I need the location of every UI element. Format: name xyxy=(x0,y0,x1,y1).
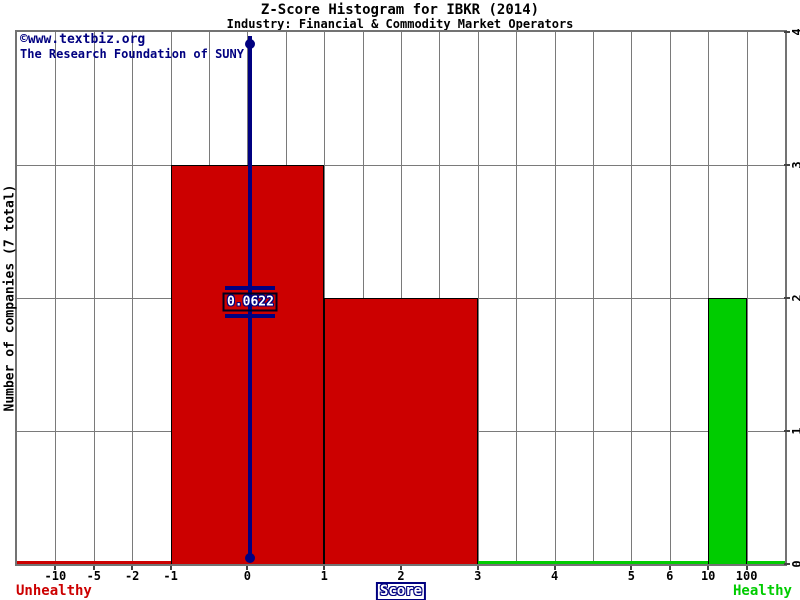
x-tick-label: -5 xyxy=(86,569,102,583)
x-tick-mark xyxy=(169,566,172,570)
x-axis-title: Score xyxy=(375,582,427,600)
axis-zone-healthy xyxy=(477,561,785,564)
x-tick-label: -2 xyxy=(124,569,140,583)
x-tick-mark xyxy=(92,566,95,570)
x-tick-label: 2 xyxy=(397,569,405,583)
y-tick-label: 0 xyxy=(789,556,800,572)
x-tick-label: -10 xyxy=(44,569,67,583)
x-tick-mark xyxy=(553,566,556,570)
x-tick-label: 5 xyxy=(627,569,635,583)
axis-zone-unhealthy xyxy=(17,561,171,564)
y-tick-mark xyxy=(784,164,790,166)
x-tick-label: 1 xyxy=(320,569,328,583)
watermark-url: ©www.textbiz.org xyxy=(20,32,146,47)
chart-subtitle: Industry: Financial & Commodity Market O… xyxy=(226,17,574,31)
x-tick-mark xyxy=(630,566,633,570)
x-tick-mark xyxy=(745,566,748,570)
x-tick-mark xyxy=(246,566,249,570)
histogram-bar-unhealthy xyxy=(170,165,325,564)
histogram-bar-unhealthy xyxy=(324,298,478,564)
healthy-label: Healthy xyxy=(732,583,792,599)
y-axis-title: Number of companies (7 total) xyxy=(2,184,18,412)
x-tick-label: 100 xyxy=(735,569,758,583)
x-tick-mark xyxy=(668,566,671,570)
y-tick-label: 1 xyxy=(789,423,800,439)
x-tick-label: 10 xyxy=(700,569,716,583)
x-tick-label: 6 xyxy=(666,569,674,583)
marker-lower-crossbar xyxy=(225,314,276,318)
marker-top-dot xyxy=(245,39,256,49)
watermark-org: The Research Foundation of SUNY xyxy=(20,47,244,61)
x-tick-mark xyxy=(54,566,57,570)
marker-bottom-dot xyxy=(245,553,256,563)
y-tick-label: 3 xyxy=(789,157,800,173)
x-tick-mark xyxy=(131,566,134,570)
y-tick-mark xyxy=(784,31,790,33)
chart-title: Z-Score Histogram for IBKR (2014) xyxy=(260,2,540,18)
x-tick-label: 4 xyxy=(550,569,559,583)
marker-line xyxy=(248,36,253,558)
y-tick-label: 2 xyxy=(789,290,800,306)
gridline-horizontal xyxy=(17,165,785,166)
x-tick-mark xyxy=(707,566,710,570)
unhealthy-label: Unhealthy xyxy=(16,583,92,599)
marker-upper-crossbar xyxy=(225,286,276,290)
y-tick-mark xyxy=(784,563,790,565)
x-tick-mark xyxy=(323,566,326,570)
x-tick-label: 0 xyxy=(243,569,251,583)
x-tick-label: 3 xyxy=(474,569,482,583)
x-tick-mark xyxy=(400,566,402,570)
y-tick-mark xyxy=(784,430,790,432)
y-tick-label: 4 xyxy=(789,24,800,40)
x-tick-label: -1 xyxy=(163,569,178,583)
x-tick-mark xyxy=(476,566,479,570)
histogram-bar-healthy xyxy=(708,298,747,564)
y-tick-mark xyxy=(784,297,790,299)
marker-value-label: 0.0622 xyxy=(222,292,278,312)
